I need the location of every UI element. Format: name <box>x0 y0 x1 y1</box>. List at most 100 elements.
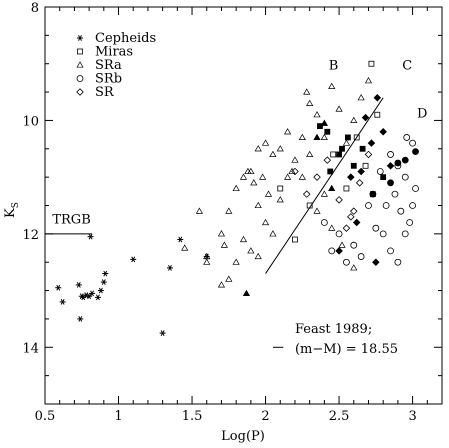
point-sra <box>328 82 336 89</box>
point-srb <box>328 247 336 255</box>
point-cepheids <box>177 236 184 243</box>
point-sra <box>291 156 299 163</box>
point-cepheids <box>94 294 101 301</box>
annotation: TRGB <box>52 213 90 228</box>
point-filled-square <box>317 123 323 129</box>
legend-label-cepheids: Cepheids <box>95 31 156 46</box>
point-sr <box>313 173 321 181</box>
point-sra <box>357 94 365 101</box>
tick-labels: 0.5 1 1.5 2 2.5 3 8 10 12 14 <box>22 1 416 424</box>
legend-label-miras: Miras <box>95 45 133 60</box>
point-miras <box>353 134 360 141</box>
point-sra <box>217 230 226 237</box>
point-miras <box>330 151 337 158</box>
point-sra <box>220 241 228 248</box>
point-sra <box>284 173 292 180</box>
point-cepheids <box>75 282 82 288</box>
point-sra <box>320 190 328 197</box>
x-tick-label: 3 <box>408 409 416 424</box>
point-sra <box>261 218 270 226</box>
point-filled-square <box>339 145 345 152</box>
point-sra <box>195 207 203 214</box>
annotation: C <box>402 58 412 73</box>
point-sra <box>232 258 240 265</box>
point-sra <box>320 133 328 140</box>
point-srb <box>376 168 384 175</box>
point-filled-diamond <box>386 162 395 170</box>
point-sra <box>276 145 284 152</box>
point-filled-diamond <box>361 113 370 122</box>
point-filled-square <box>359 145 366 152</box>
point-filled-diamond <box>367 139 376 147</box>
point-sra <box>254 252 262 260</box>
svg-text:KS: KS <box>3 202 21 218</box>
point-filled-diamond <box>373 93 382 102</box>
y-axis-title-main: K <box>3 208 18 218</box>
point-srb <box>369 190 377 198</box>
point-cepheids <box>159 330 166 336</box>
point-srb <box>387 247 394 255</box>
point-srb <box>357 253 365 260</box>
annotation: Feast 1989; <box>295 322 372 337</box>
point-filled-circle <box>401 156 409 164</box>
point-miras <box>368 60 375 67</box>
point-miras <box>277 185 284 192</box>
point-sra <box>259 173 267 180</box>
y-tick-label: 12 <box>22 228 39 243</box>
point-sra <box>313 207 321 214</box>
point-filled-triangle <box>242 289 251 296</box>
point-filled-diamond <box>352 218 361 227</box>
point-sra <box>364 77 373 84</box>
point-filled-diamond <box>357 167 365 176</box>
point-miras <box>362 162 369 169</box>
point-srb <box>382 202 390 209</box>
point-filled-diamond <box>347 173 355 181</box>
point-filled-triangle <box>313 133 321 140</box>
point-sra <box>298 173 306 180</box>
point-sr <box>323 156 332 164</box>
point-cepheids <box>87 233 94 240</box>
point-filled-triangle <box>328 184 336 192</box>
point-sra <box>335 105 343 112</box>
point-filled-square <box>369 191 376 198</box>
x-axis-title: Log(P) <box>221 429 265 444</box>
point-srb <box>365 202 372 209</box>
y-tick-label: 10 <box>22 114 39 129</box>
point-cepheids <box>77 316 84 322</box>
point-cepheids <box>166 265 173 271</box>
point-cepheids <box>89 290 96 297</box>
point-sra <box>225 207 233 214</box>
point-srb <box>412 185 419 192</box>
point-sra <box>306 99 314 106</box>
point-filled-square <box>336 151 342 158</box>
point-miras <box>343 185 350 192</box>
point-miras <box>306 202 313 209</box>
point-filled-square <box>327 168 334 175</box>
point-filled-triangle <box>320 119 328 126</box>
legend-marker-sra <box>76 61 84 68</box>
point-sra <box>350 116 358 123</box>
point-sra <box>217 281 226 288</box>
point-srb <box>409 202 416 209</box>
point-srb <box>343 258 350 266</box>
point-sra <box>261 139 270 146</box>
point-cepheids <box>55 284 62 291</box>
x-tick-label: 0.5 <box>35 409 56 424</box>
point-srb <box>403 134 411 141</box>
point-sra <box>239 235 248 243</box>
point-srb <box>335 230 343 238</box>
point-sr <box>335 196 343 204</box>
point-sr <box>342 224 351 232</box>
legend-marker-sr <box>76 88 84 96</box>
point-srb <box>401 230 409 238</box>
legend-label-sr: SR <box>95 85 115 100</box>
point-srb <box>394 258 402 266</box>
reference-lines <box>45 97 384 348</box>
point-sra <box>303 88 311 95</box>
point-srb <box>387 151 394 158</box>
x-tick-label: 1 <box>114 409 122 424</box>
point-srb <box>350 241 358 249</box>
point-sra <box>269 150 277 158</box>
